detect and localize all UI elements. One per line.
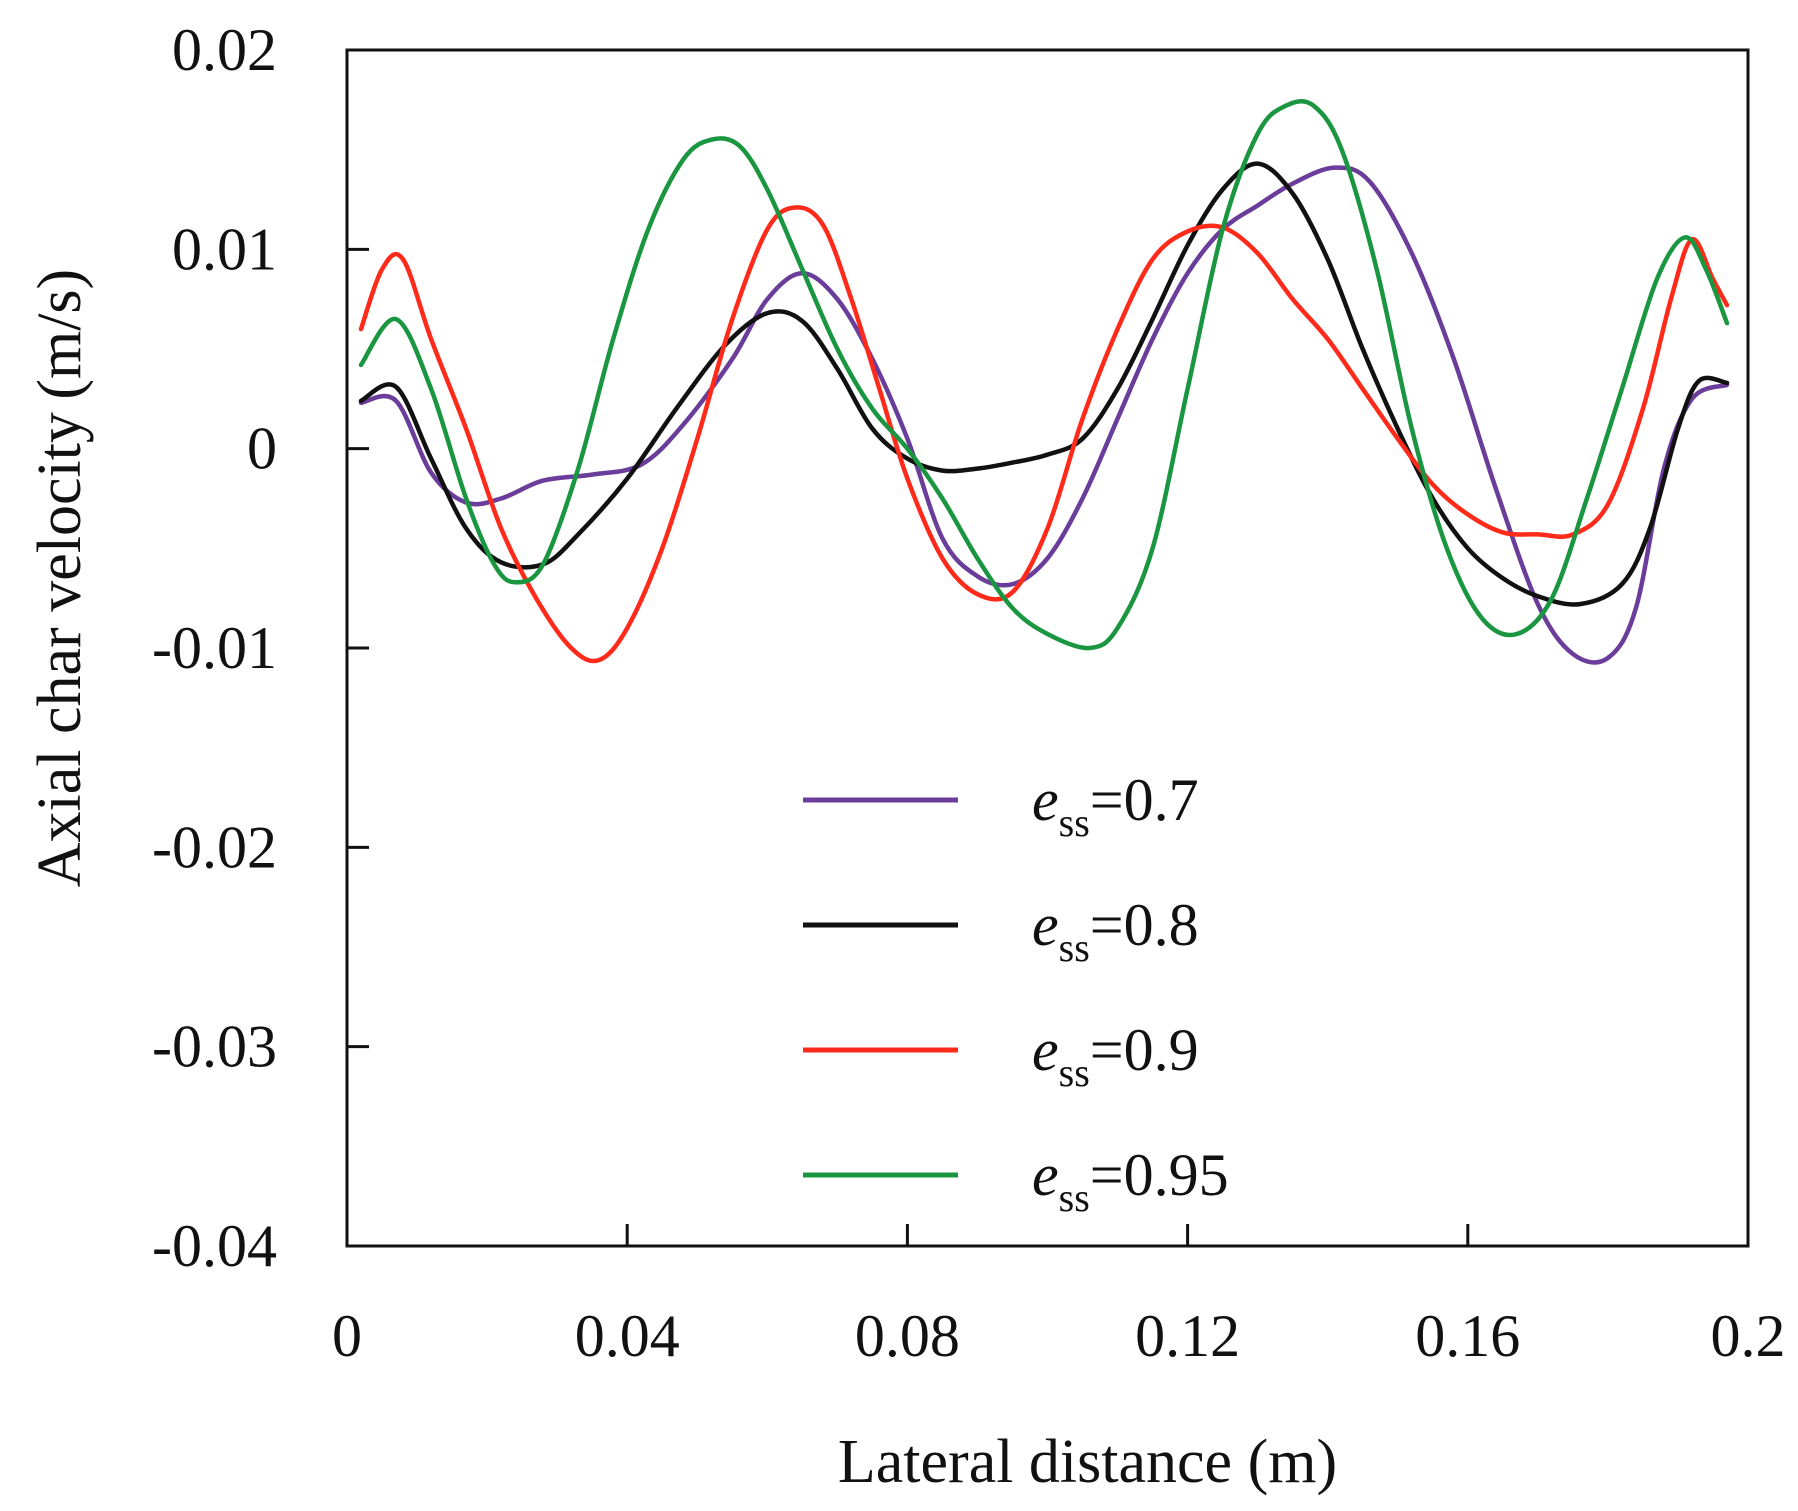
y-tick-label: -0.01 [152,615,277,681]
x-axis-title: Lateral distance (m) [838,1428,1337,1496]
legend-label-4: ess=0.95 [1032,1142,1229,1220]
x-tick-label: 0 [332,1303,362,1369]
y-tick-label: 0.01 [172,216,277,282]
legend-label-1: ess=0.7 [1032,767,1199,845]
legend-label-2: ess=0.8 [1032,892,1199,970]
y-axis-ticks: 0.02 0.01 0 -0.01 -0.02 -0.03 -0.04 [152,17,369,1279]
y-tick-label: 0 [247,416,277,482]
series-line-2 [358,161,1730,607]
series-lines [358,99,1730,665]
y-tick-label: -0.02 [152,814,277,880]
x-tick-label: 0.12 [1135,1303,1240,1369]
y-tick-label: -0.04 [152,1213,277,1279]
legend-label-3: ess=0.9 [1032,1017,1199,1095]
y-tick-label: -0.03 [152,1014,277,1080]
series-line-4 [358,99,1730,651]
y-axis-title: Axial char velocity (m/s) [26,269,94,887]
x-axis-ticks: 0 0.04 0.08 0.12 0.16 0.2 [332,1224,1786,1369]
y-tick-label: 0.02 [172,17,277,83]
x-tick-label: 0.2 [1711,1303,1786,1369]
x-tick-label: 0.04 [575,1303,680,1369]
legend: ess=0.7 ess=0.8 ess=0.9 ess=0.95 [803,767,1229,1220]
x-tick-label: 0.16 [1415,1303,1520,1369]
series-line-3 [358,205,1730,664]
x-tick-label: 0.08 [855,1303,960,1369]
